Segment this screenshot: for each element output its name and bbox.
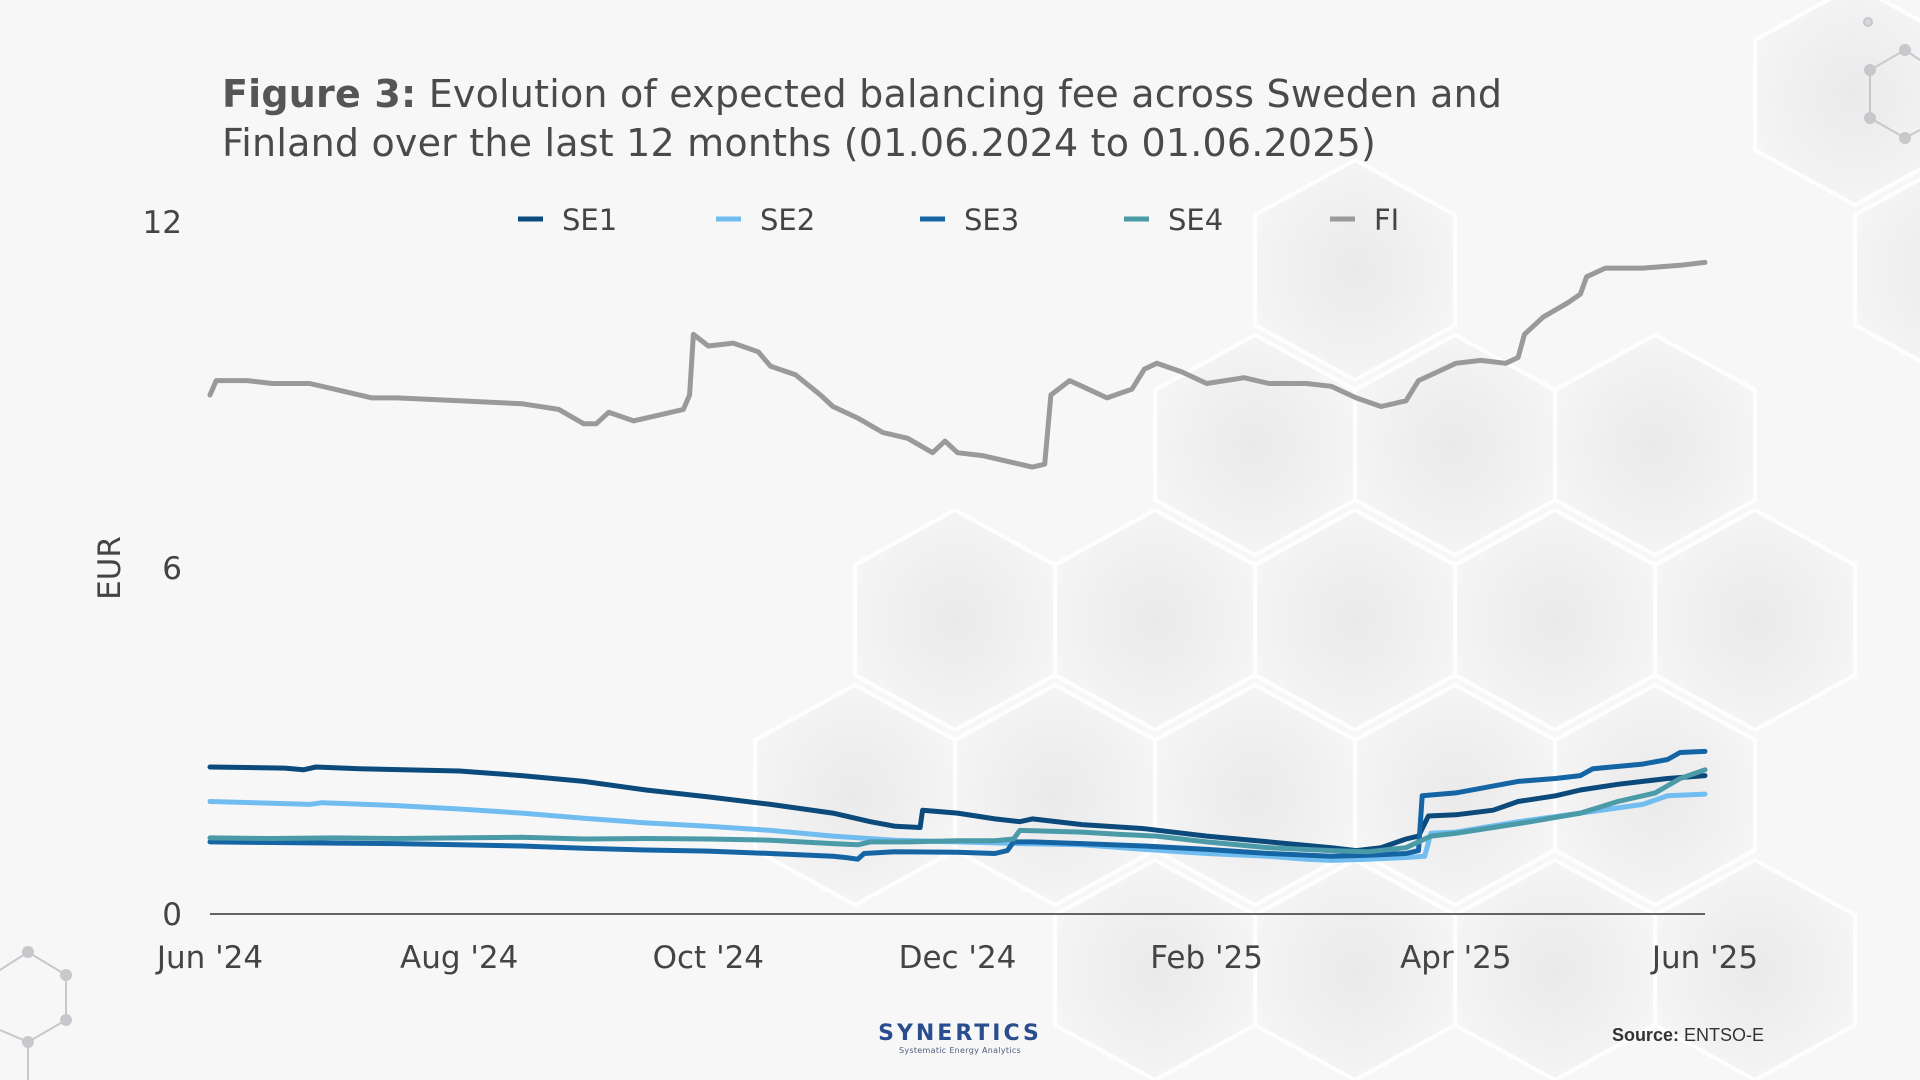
source-value: ENTSO-E [1683,1025,1764,1045]
legend-label-fi: FI [1374,203,1399,237]
legend-label-se2: SE2 [760,203,815,237]
legend-label-se3: SE3 [964,203,1019,237]
series-line-se4 [207,767,1708,855]
x-tick-label-3: Dec '24 [899,940,1017,976]
logo-tagline: Systematic Energy Analytics [898,1046,1021,1055]
x-tick-label-4: Feb '25 [1150,940,1263,976]
series-line-fi [207,259,1708,470]
figure-title: Figure 3: Evolution of expected balancin… [222,70,1622,168]
legend-label-se4: SE4 [1168,203,1223,237]
source-label: Source: [1611,1025,1679,1045]
y-tick-label-12: 12 [143,205,182,241]
x-tick-label-2: Oct '24 [653,940,764,976]
x-tick-label-1: Aug '24 [400,940,518,976]
source-note: Source: ENTSO-E [1612,1025,1764,1046]
series-line-se3 [207,748,1708,862]
x-axis: Jun '24 Aug '24 Oct '24 Dec '24 Feb '25 Apr '… [155,913,1758,976]
x-tick-label-0: Jun '24 [155,940,263,976]
legend-label-se1: SE1 [562,203,617,237]
molecule-decoration-bottom-left [0,946,72,1080]
chart-legend: SE1 SE2 SE3 SE4 FI [518,203,1399,237]
synertics-logo: SYNERTICS Systematic Energy Analytics [860,1022,1060,1056]
y-tick-label-0: 0 [162,897,182,933]
x-tick-label-6: Jun '25 [1650,940,1758,976]
logo-name: SYNERTICS [878,1021,1042,1046]
molecule-decoration-top-right [1863,17,1920,144]
figure-title-text: Evolution of expected balancing fee acro… [222,72,1503,165]
figure-label: Figure 3: [222,72,417,116]
series-line-se1 [207,764,1708,854]
chart-series [207,259,1708,863]
y-axis-label: EUR [92,536,128,600]
y-axis: 0 6 12 EUR [92,205,182,933]
x-tick-label-5: Apr '25 [1400,940,1511,976]
y-tick-label-6: 6 [162,551,182,587]
